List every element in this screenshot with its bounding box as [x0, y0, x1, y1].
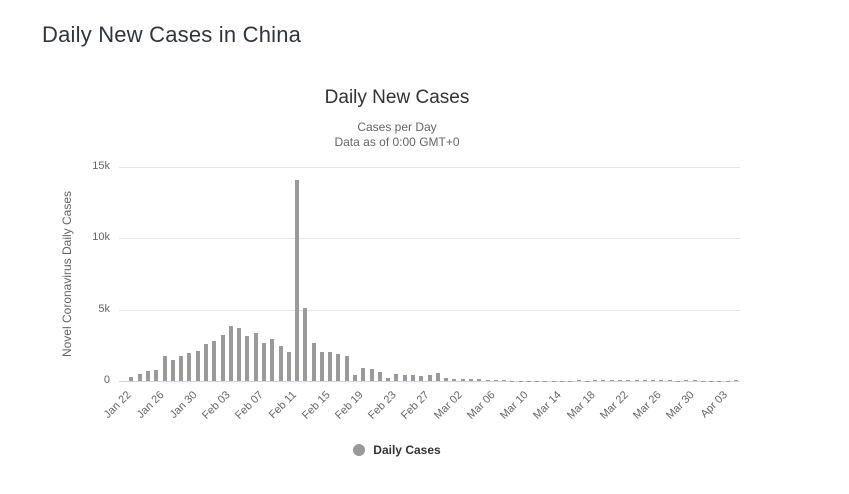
bar-feb-14[interactable] — [311, 343, 316, 381]
page-title: Daily New Cases in China — [42, 22, 302, 47]
bar-feb-01[interactable] — [203, 344, 208, 381]
bar-feb-19[interactable] — [353, 375, 357, 381]
bar-feb-10[interactable] — [278, 345, 283, 381]
bar-apr-05[interactable] — [733, 380, 738, 381]
x-tick-label-text: Feb 15 — [299, 389, 333, 422]
x-tick-label-text: Jan 22 — [101, 389, 134, 421]
bar-feb-16[interactable] — [328, 351, 333, 381]
bar-jan-30[interactable] — [187, 352, 192, 381]
bar-jan-31[interactable] — [195, 351, 200, 381]
x-tick-label-text: Mar 02 — [432, 389, 465, 422]
gridline — [119, 238, 740, 240]
bar-feb-15[interactable] — [319, 352, 324, 381]
x-tick-label-text: Mar 30 — [663, 389, 697, 422]
bar-feb-25[interactable] — [402, 375, 407, 381]
x-tick-label-text: Feb 11 — [267, 389, 300, 422]
bar-mar-04[interactable] — [468, 379, 473, 381]
x-tick-label-text: Mar 22 — [597, 389, 631, 422]
bar-feb-24[interactable] — [394, 373, 399, 381]
bar-mar-19[interactable] — [593, 380, 598, 381]
bar-feb-22[interactable] — [377, 371, 382, 381]
x-tick-label-text: Mar 06 — [465, 389, 498, 422]
bar-jan-27[interactable] — [162, 355, 167, 381]
x-tick-label-text: Feb 27 — [398, 389, 432, 422]
bar-feb-04[interactable] — [228, 325, 233, 381]
bar-feb-26[interactable] — [410, 374, 415, 381]
bar-feb-28[interactable] — [427, 374, 432, 381]
bar-jan-23[interactable] — [129, 377, 134, 381]
bar-mar-07[interactable] — [493, 380, 498, 381]
bar-mar-21[interactable] — [609, 380, 614, 381]
bar-feb-05[interactable] — [237, 328, 242, 381]
x-tick-label-text: Mar 26 — [630, 389, 664, 422]
bar-feb-17[interactable] — [336, 354, 341, 381]
bar-mar-27[interactable] — [659, 380, 664, 381]
bar-feb-03[interactable] — [220, 334, 225, 381]
bar-jan-24[interactable] — [137, 374, 142, 381]
bar-feb-21[interactable] — [369, 369, 374, 381]
x-tick-label-text: Apr 03 — [698, 389, 730, 421]
x-tick-label-text: Feb 19 — [332, 389, 366, 422]
gridline — [119, 309, 740, 311]
x-tick-label-text: Mar 18 — [564, 389, 598, 422]
bar-mar-08[interactable] — [502, 380, 506, 381]
x-tick-label-text: Jan 30 — [168, 389, 200, 421]
bar-jan-28[interactable] — [170, 360, 175, 381]
bar-jan-29[interactable] — [179, 356, 184, 381]
bar-mar-03[interactable] — [460, 379, 465, 381]
y-tick-label: 10k — [92, 231, 110, 244]
bar-mar-05[interactable] — [477, 378, 482, 381]
bar-feb-06[interactable] — [245, 336, 250, 381]
bar-jan-25[interactable] — [146, 371, 150, 381]
y-tick-label: 0 — [103, 374, 110, 386]
bar-feb-29[interactable] — [435, 372, 440, 381]
bar-feb-12[interactable] — [295, 179, 299, 381]
bar-feb-07[interactable] — [253, 332, 258, 381]
bar-mar-22[interactable] — [617, 379, 622, 381]
y-axis-title: Novel Coronavirus Daily Cases — [60, 190, 74, 358]
x-tick-label-text: Mar 10 — [498, 389, 532, 422]
bar-mar-02[interactable] — [452, 379, 457, 381]
y-tick-label: 15k — [92, 160, 110, 172]
bar-feb-09[interactable] — [270, 338, 275, 381]
bar-mar-26[interactable] — [651, 380, 656, 381]
bar-feb-18[interactable] — [344, 356, 349, 381]
x-axis-line — [119, 381, 740, 382]
bar-mar-25[interactable] — [642, 380, 647, 381]
x-tick-label-text: Feb 03 — [200, 389, 233, 422]
bar-mar-01[interactable] — [444, 378, 449, 381]
chart-subtitle-line2: Data as of 0:00 GMT+0 — [334, 135, 460, 149]
gridline — [119, 167, 740, 168]
x-tick-label-text: Mar 14 — [531, 389, 565, 422]
legend-marker-icon — [353, 444, 366, 456]
x-tick-label-text: Feb 23 — [365, 389, 399, 422]
bar-feb-20[interactable] — [361, 368, 366, 381]
bar-mar-30[interactable] — [684, 380, 689, 381]
bar-feb-27[interactable] — [419, 376, 424, 381]
legend-label: Daily Cases — [373, 443, 441, 457]
bar-mar-23[interactable] — [626, 379, 631, 381]
bar-feb-11[interactable] — [286, 352, 291, 381]
bar-feb-23[interactable] — [386, 377, 391, 381]
legend-item-daily-cases[interactable]: Daily Cases — [0, 443, 794, 457]
bar-mar-17[interactable] — [576, 380, 581, 381]
bar-mar-24[interactable] — [634, 380, 639, 381]
x-tick-label-text: Jan 26 — [134, 389, 167, 421]
x-tick-label-text: Feb 07 — [233, 389, 267, 422]
y-tick-label: 5k — [98, 302, 110, 315]
bar-feb-13[interactable] — [303, 308, 308, 381]
bar-apr-01[interactable] — [700, 380, 705, 381]
bar-mar-28[interactable] — [667, 380, 672, 381]
bar-jan-26[interactable] — [154, 370, 159, 381]
bar-feb-08[interactable] — [261, 343, 266, 381]
bar-mar-20[interactable] — [601, 380, 606, 381]
bar-mar-06[interactable] — [485, 379, 490, 381]
bar-mar-31[interactable] — [692, 380, 697, 381]
bar-feb-02[interactable] — [212, 340, 217, 381]
chart-title: Daily New Cases — [324, 87, 470, 108]
chart-subtitle-line1: Cases per Day — [357, 120, 437, 134]
